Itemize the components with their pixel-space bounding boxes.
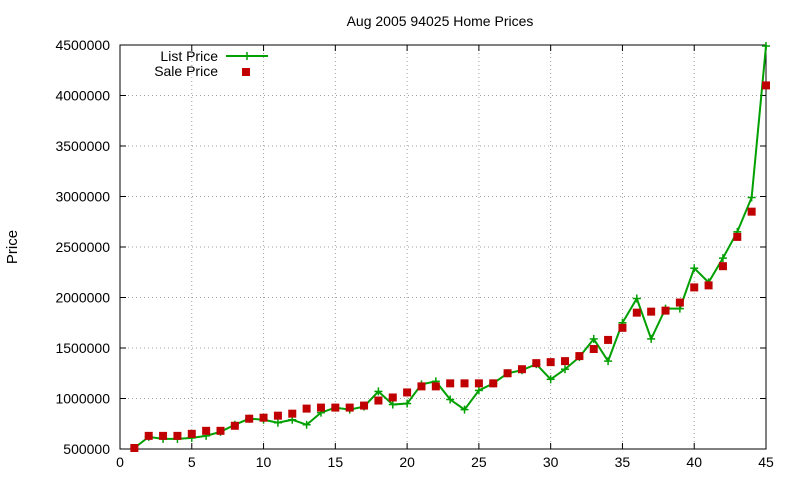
sale-price-point (561, 357, 570, 366)
sale-price-point (690, 283, 699, 292)
sale-price-point (647, 307, 656, 316)
sale-price-point (718, 262, 727, 271)
x-tick-label: 0 (116, 454, 124, 470)
sale-price-point (288, 409, 297, 418)
list-price-point (632, 294, 641, 303)
sale-price-point (575, 352, 584, 361)
list-price-line (133, 45, 767, 449)
x-tick-label: 40 (686, 454, 702, 470)
series (130, 42, 770, 452)
sale-price-point (675, 298, 684, 307)
sale-price-point (230, 421, 239, 430)
y-tick-label: 4500000 (55, 37, 110, 53)
list-price-point (647, 334, 656, 343)
sale-price-point (316, 403, 325, 412)
sale-price-point (187, 429, 196, 438)
grid (120, 45, 766, 449)
x-tick-label: 25 (471, 454, 487, 470)
y-tick-label: 1000000 (55, 391, 110, 407)
x-tick-label: 35 (615, 454, 631, 470)
x-tick-label: 15 (328, 454, 344, 470)
legend-marker-sale-price (242, 68, 250, 76)
sale-price-point (374, 396, 383, 405)
x-tick-label: 45 (758, 454, 774, 470)
y-tick-label: 3000000 (55, 189, 110, 205)
sale-price-point (503, 369, 512, 378)
list-price-point (403, 399, 412, 408)
plot-frame (119, 44, 767, 450)
list-price-point (302, 420, 311, 429)
list-price-point (561, 365, 570, 374)
list-price-point (546, 375, 555, 384)
sale-price-point (517, 365, 526, 374)
y-tick-label: 1500000 (55, 340, 110, 356)
sale-price-point (130, 443, 139, 452)
sale-price-point (273, 411, 282, 420)
list-price-point (589, 334, 598, 343)
sale-price-point (747, 207, 756, 216)
sale-price-point (604, 335, 613, 344)
sale-price-point (661, 306, 670, 315)
list-price-point (762, 42, 770, 51)
sale-price-point (474, 379, 483, 388)
sale-price-point (431, 382, 440, 391)
sale-price-point (589, 345, 598, 354)
sale-price-point (216, 426, 225, 435)
sale-price-point (144, 431, 153, 440)
sale-price-point (460, 379, 469, 388)
list-price-point (388, 400, 397, 409)
legend-label-sale-price: Sale Price (154, 63, 218, 79)
y-tick-label: 2500000 (55, 239, 110, 255)
x-tick-label: 30 (543, 454, 559, 470)
list-price-point (690, 264, 699, 273)
sale-price-point (173, 431, 182, 440)
legend: List Price Sale Price (154, 48, 268, 79)
sale-price-point (532, 359, 541, 368)
sale-price-point (388, 393, 397, 402)
list-price-point (604, 357, 613, 366)
sale-price-point (360, 401, 369, 410)
y-tick-label: 4000000 (55, 88, 110, 104)
sale-price-point (202, 426, 211, 435)
sale-price-point (704, 281, 713, 290)
list-price-point (374, 387, 383, 396)
y-tick-label: 3500000 (55, 138, 110, 154)
y-tick-label: 2000000 (55, 290, 110, 306)
sale-price-point (259, 413, 268, 422)
list-price-point (273, 418, 282, 427)
sale-price-point (245, 414, 254, 423)
sale-price-point (618, 323, 627, 332)
list-price-point (747, 193, 756, 202)
sale-price-point (762, 81, 770, 90)
list-price-point (474, 386, 483, 395)
sale-price-point (345, 403, 354, 412)
x-tick-label: 10 (256, 454, 272, 470)
list-price-point (718, 254, 727, 263)
y-tick-label: 500000 (63, 441, 110, 457)
sale-price-point (632, 308, 641, 317)
list-price-point (460, 405, 469, 414)
sale-price-point (417, 382, 426, 391)
y-axis-label: Price (4, 230, 21, 264)
legend-marker-list-price (243, 52, 251, 60)
legend-label-list-price: List Price (160, 48, 218, 64)
x-tick-label: 5 (188, 454, 196, 470)
list-price-point (446, 395, 455, 404)
sale-price-point (733, 232, 742, 241)
sale-price-point (489, 379, 498, 388)
chart-title: Aug 2005 94025 Home Prices (347, 13, 534, 29)
sale-price-point (302, 404, 311, 413)
sale-price-point (446, 379, 455, 388)
x-tick-label: 20 (399, 454, 415, 470)
sale-price-point (159, 431, 168, 440)
axis-ticks: 0 5 10 15 20 25 30 35 40 45 500000 1000000 1500000 20… (55, 37, 774, 470)
sale-price-point (546, 358, 555, 367)
sale-price-point (403, 388, 412, 397)
sale-price-point (331, 403, 340, 412)
